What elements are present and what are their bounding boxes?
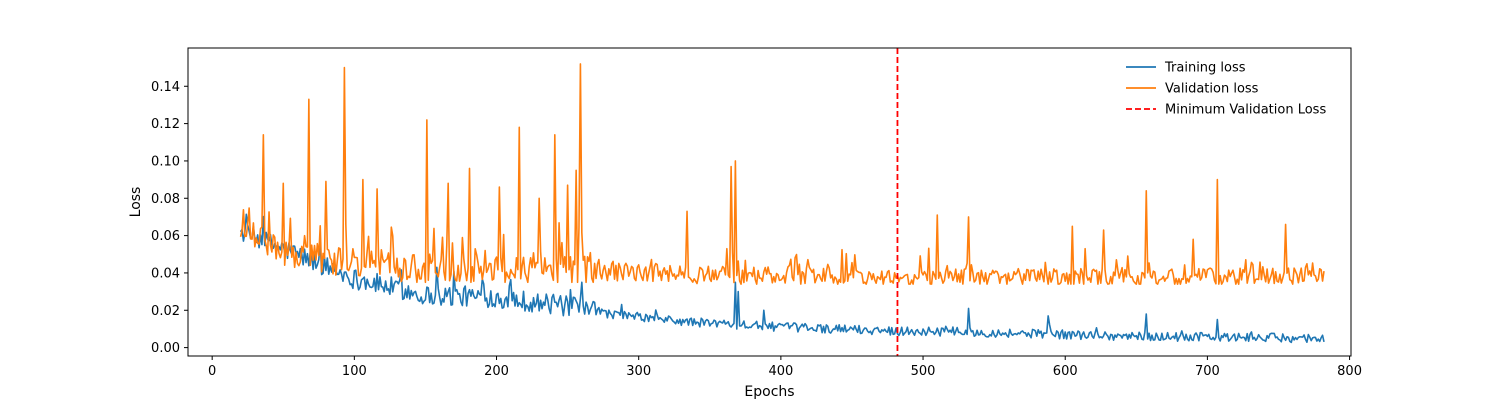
legend-label: Validation loss bbox=[1165, 82, 1259, 97]
legend-label: Minimum Validation Loss bbox=[1165, 103, 1326, 118]
series-layer bbox=[239, 63, 1325, 344]
x-axis-label: Epochs bbox=[744, 384, 794, 400]
y-tick-label: 0.04 bbox=[151, 266, 180, 281]
legend: Training loss Validation loss Minimum Vali… bbox=[1126, 61, 1326, 118]
legend-label: Training loss bbox=[1164, 61, 1246, 76]
series-line-validation-loss bbox=[239, 63, 1325, 285]
series-line-training-loss bbox=[239, 213, 1325, 344]
x-tick-label: 300 bbox=[626, 364, 651, 379]
plot-frame bbox=[187, 47, 1352, 357]
x-tick-label: 400 bbox=[768, 364, 793, 379]
x-tick-label: 800 bbox=[1337, 364, 1362, 379]
y-axis-label: Loss bbox=[128, 187, 144, 218]
y-tick-label: 0.06 bbox=[151, 229, 180, 244]
y-axis: 0.00 0.02 0.04 0.06 0.08 0.10 0.12 0.14 bbox=[151, 80, 188, 356]
y-tick-label: 0.12 bbox=[151, 117, 180, 132]
y-tick-label: 0.14 bbox=[151, 80, 180, 95]
x-tick-label: 100 bbox=[342, 364, 367, 379]
x-tick-label: 200 bbox=[484, 364, 509, 379]
y-tick-label: 0.02 bbox=[151, 304, 180, 319]
x-tick-label: 700 bbox=[1195, 364, 1220, 379]
y-tick-label: 0.10 bbox=[151, 154, 180, 169]
x-tick-label: 500 bbox=[911, 364, 936, 379]
y-tick-label: 0.00 bbox=[151, 341, 180, 356]
x-axis: 0 100 200 300 400 500 600 700 800 bbox=[208, 356, 1362, 379]
x-tick-label: 600 bbox=[1053, 364, 1078, 379]
y-tick-label: 0.08 bbox=[151, 192, 180, 207]
x-tick-label: 0 bbox=[208, 364, 216, 379]
